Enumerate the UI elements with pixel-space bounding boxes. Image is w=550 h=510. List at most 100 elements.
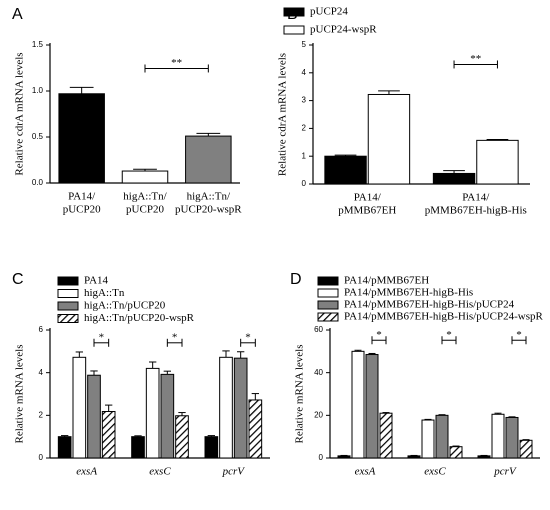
panel-letter: A: [12, 6, 23, 23]
bar: [367, 93, 411, 185]
bar: [219, 356, 233, 459]
bar: [477, 455, 491, 459]
sig-label: *: [516, 329, 522, 341]
x-tick-label: pMMB67EH-higB-His: [425, 205, 527, 217]
y-tick-label: 20: [314, 410, 323, 419]
y-tick-label: 5: [302, 40, 307, 49]
bar: [491, 413, 505, 459]
legend-label: higA::Tn/pUCP20: [84, 300, 166, 312]
x-tick-label: PA14/: [462, 192, 490, 204]
legend-swatch: [317, 288, 339, 298]
legend-label: higA::Tn: [84, 287, 125, 299]
y-tick-label: 4: [302, 68, 307, 77]
y-tick-label: 60: [314, 325, 323, 334]
legend-label: PA14/pMMB67EH-higB-His: [344, 287, 473, 299]
legend-label: PA14/pMMB67EH-higB-His/pUCP24: [344, 299, 515, 311]
bar: [131, 436, 145, 459]
x-tick-label: exsA: [76, 466, 97, 478]
legend-label: PA14/pMMB67EH-higB-His/pUCP24-wspR: [344, 311, 544, 323]
legend-swatch: [57, 276, 79, 286]
bar: [435, 414, 449, 459]
bar: [476, 139, 519, 185]
legend-swatch: [283, 7, 305, 17]
bar: [185, 135, 232, 184]
bar: [175, 415, 189, 459]
bar: [351, 350, 365, 459]
y-tick-label: 40: [314, 368, 323, 377]
y-tick-label: 2: [302, 124, 307, 133]
bar: [233, 357, 248, 459]
x-tick-label: pcrV: [222, 466, 246, 478]
sig-label: *: [99, 331, 105, 343]
bar: [58, 93, 105, 184]
sig-label: *: [172, 331, 178, 343]
x-tick-label: pcrV: [493, 466, 517, 478]
bar: [379, 412, 393, 459]
y-axis-label: Relative cdrA mRNA levels: [277, 53, 289, 176]
y-tick-label: 0.5: [32, 132, 44, 141]
bar: [145, 367, 160, 459]
legend-label: higA::Tn/pUCP20-wspR: [84, 312, 195, 324]
bar: [519, 439, 533, 459]
bar: [324, 155, 367, 185]
y-tick-label: 0: [39, 453, 44, 462]
legend-swatch: [283, 25, 305, 35]
sig-label: **: [470, 53, 481, 65]
legend-swatch: [57, 314, 79, 323]
bar: [72, 356, 87, 459]
legend-swatch: [317, 300, 339, 310]
y-tick-label: 2: [39, 410, 44, 419]
x-tick-label: PA14/: [68, 191, 96, 203]
legend-label: PA14/pMMB67EH: [344, 275, 429, 287]
legend-swatch: [57, 301, 79, 311]
x-tick-label: pUCP20-wspR: [175, 204, 242, 216]
bar: [505, 416, 519, 459]
x-tick-label: exsC: [424, 466, 446, 478]
legend-label: pUCP24: [310, 6, 348, 18]
sig-label: *: [376, 329, 382, 341]
x-tick-label: exsA: [355, 466, 376, 478]
bar: [57, 436, 72, 459]
y-tick-label: 1: [302, 151, 307, 160]
legend-label: PA14: [84, 275, 109, 287]
sig-label: *: [446, 329, 452, 341]
y-tick-label: 0: [319, 453, 324, 462]
x-tick-label: pMMB67EH: [338, 205, 396, 217]
bar: [432, 172, 476, 185]
x-tick-label: pUCP20: [63, 204, 101, 216]
x-tick-label: PA14/: [354, 192, 382, 204]
y-tick-label: 3: [302, 96, 307, 105]
legend-swatch: [317, 312, 339, 322]
sig-label: *: [245, 331, 251, 343]
y-axis-label: Relative mRNA levels: [14, 345, 26, 444]
legend-swatch: [57, 289, 79, 298]
bar: [365, 354, 379, 459]
x-tick-label: exsC: [149, 466, 171, 478]
sig-label: **: [171, 57, 182, 69]
y-tick-label: 0.0: [32, 178, 44, 187]
bar: [248, 399, 263, 459]
bar: [449, 446, 463, 459]
y-axis-label: Relative cdrA mRNA levels: [14, 52, 26, 175]
bar: [337, 455, 351, 459]
x-tick-label: higA::Tn/: [187, 191, 231, 203]
y-axis-label: Relative mRNA levels: [294, 345, 306, 444]
x-tick-label: pUCP20: [126, 204, 164, 216]
bar: [121, 170, 169, 184]
bar: [421, 419, 435, 459]
x-tick-label: higA::Tn/: [123, 191, 167, 203]
bar: [160, 373, 175, 459]
panel-letter: D: [290, 271, 302, 288]
bar: [101, 410, 116, 459]
y-tick-label: 1.5: [32, 40, 44, 49]
bar: [204, 436, 219, 459]
bar: [87, 374, 101, 459]
y-tick-label: 0: [302, 179, 307, 188]
y-tick-label: 1.0: [32, 86, 44, 95]
legend-label: pUCP24-wspR: [310, 24, 377, 36]
bar: [407, 455, 421, 459]
panel-letter: C: [12, 271, 24, 288]
y-tick-label: 4: [39, 368, 44, 377]
legend-swatch: [317, 276, 339, 286]
